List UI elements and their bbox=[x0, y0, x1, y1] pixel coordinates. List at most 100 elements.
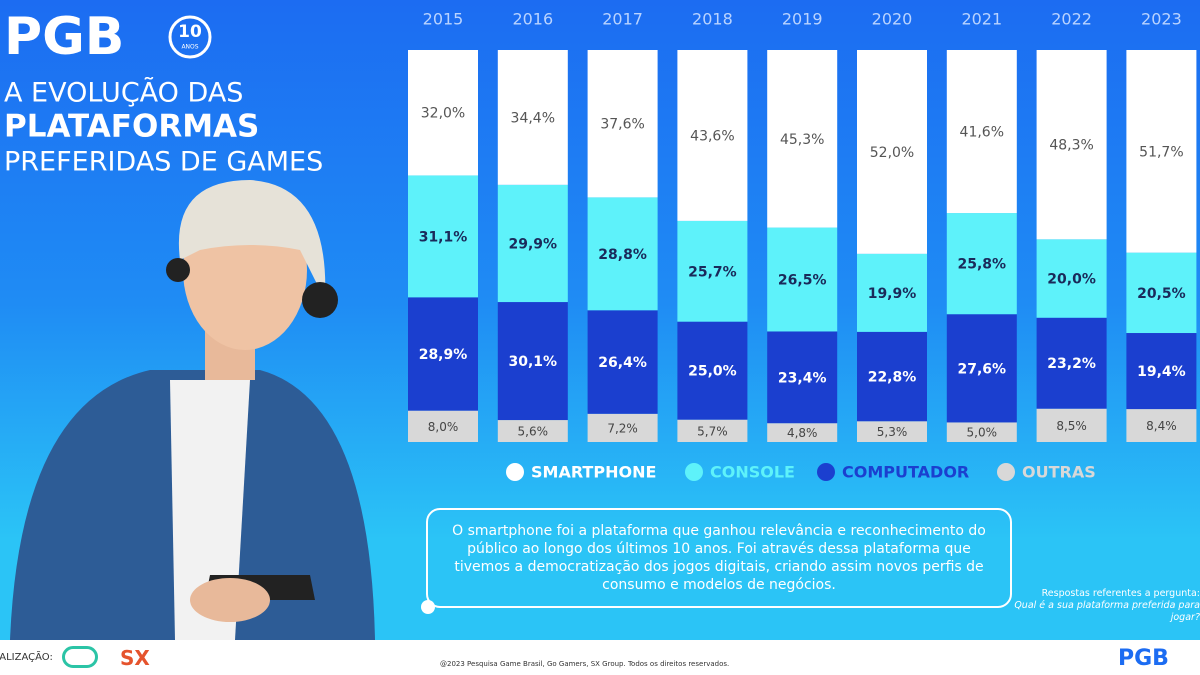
callout: O smartphone foi a plataforma que ganhou… bbox=[426, 508, 1012, 608]
bar-segment bbox=[497, 184, 568, 303]
badge-sub: ANOS bbox=[181, 44, 198, 51]
legend-swatch bbox=[685, 463, 703, 481]
value-label: 4,8% bbox=[787, 426, 818, 440]
x-tick-label: 2018 bbox=[692, 10, 733, 29]
bar-segment bbox=[677, 220, 748, 322]
badge-ring bbox=[168, 15, 212, 59]
bar-segment bbox=[677, 321, 748, 420]
bar-segment bbox=[857, 253, 927, 332]
callout-text: O smartphone foi a plataforma que ganhou… bbox=[452, 523, 986, 593]
bar-segment bbox=[497, 302, 568, 421]
x-tick-label: 2017 bbox=[602, 10, 643, 29]
bar-segment bbox=[1126, 252, 1197, 334]
value-label: 32,0% bbox=[421, 106, 465, 122]
value-label: 5,3% bbox=[877, 425, 908, 439]
bar-segment bbox=[587, 197, 658, 311]
bar-segment bbox=[587, 50, 658, 198]
bar-segment bbox=[946, 422, 1017, 442]
value-label: 28,8% bbox=[598, 247, 647, 263]
value-label: 7,2% bbox=[607, 421, 638, 435]
credit-label: REALIZAÇÃO: bbox=[0, 652, 53, 663]
value-label: 22,8% bbox=[868, 370, 917, 386]
value-label: 8,0% bbox=[428, 420, 459, 434]
bar-segment bbox=[946, 314, 1017, 423]
value-label: 19,4% bbox=[1137, 364, 1186, 380]
value-label: 26,4% bbox=[598, 355, 647, 371]
value-label: 26,5% bbox=[778, 273, 827, 289]
copyright: @2023 Pesquisa Game Brasil, Go Gamers, S… bbox=[440, 660, 730, 668]
bar-segment bbox=[767, 423, 838, 442]
bar-segment bbox=[857, 50, 927, 254]
value-label: 34,4% bbox=[511, 110, 555, 126]
bar-segment bbox=[497, 50, 568, 185]
x-tick-label: 2022 bbox=[1051, 10, 1092, 29]
value-label: 25,8% bbox=[958, 257, 1007, 273]
value-label: 8,5% bbox=[1056, 419, 1087, 433]
gogamers-logo bbox=[62, 646, 98, 668]
value-label: 5,7% bbox=[697, 424, 728, 438]
bar-segment bbox=[1036, 408, 1107, 442]
x-tick-label: 2020 bbox=[872, 10, 913, 29]
note: Respostas referentes a pergunta: Qual é … bbox=[1010, 588, 1200, 624]
bar-segment bbox=[1126, 333, 1197, 410]
bar-segment bbox=[1036, 50, 1107, 240]
value-label: 45,3% bbox=[780, 132, 824, 148]
value-label: 41,6% bbox=[960, 125, 1004, 141]
value-label: 25,7% bbox=[688, 264, 737, 280]
value-label: 23,4% bbox=[778, 370, 827, 386]
bar-segment bbox=[587, 413, 658, 442]
value-label: 43,6% bbox=[690, 128, 734, 144]
bar-segment bbox=[408, 50, 478, 176]
bar-segment bbox=[408, 297, 478, 411]
bar-segment bbox=[587, 310, 658, 414]
value-label: 28,9% bbox=[419, 347, 468, 363]
x-tick-label: 2016 bbox=[512, 10, 553, 29]
bar-segment bbox=[767, 227, 838, 332]
bar-segment bbox=[946, 213, 1017, 315]
value-label: 23,2% bbox=[1047, 356, 1096, 372]
legend-label: SMARTPHONE bbox=[531, 463, 656, 482]
bar-segment bbox=[408, 410, 478, 442]
value-label: 48,3% bbox=[1049, 138, 1093, 154]
x-tick-label: 2015 bbox=[423, 10, 464, 29]
title-line: PLATAFORMAS bbox=[4, 109, 259, 145]
value-label: 20,0% bbox=[1047, 272, 1096, 288]
value-label: 20,5% bbox=[1137, 286, 1186, 302]
legend-swatch bbox=[817, 463, 835, 481]
bar-segment bbox=[497, 420, 568, 442]
value-label: 5,6% bbox=[518, 425, 549, 439]
x-tick-label: 2019 bbox=[782, 10, 823, 29]
legend-swatch bbox=[506, 463, 524, 481]
value-label: 29,9% bbox=[509, 236, 558, 252]
bar-segment bbox=[1126, 409, 1197, 442]
bar-segment bbox=[946, 50, 1017, 214]
value-label: 19,9% bbox=[868, 286, 917, 302]
legend-label: OUTRAS bbox=[1022, 463, 1096, 482]
sx-logo: SX bbox=[120, 646, 150, 670]
value-label: 27,6% bbox=[958, 361, 1007, 377]
x-tick-label: 2023 bbox=[1141, 10, 1182, 29]
bar-segment bbox=[857, 421, 927, 442]
bar-segment bbox=[408, 175, 478, 298]
note-line: Qual é a sua plataforma preferida para j… bbox=[1014, 600, 1200, 623]
bar-segment bbox=[857, 331, 927, 422]
value-label: 37,6% bbox=[600, 117, 644, 133]
value-label: 51,7% bbox=[1139, 144, 1183, 160]
person bbox=[10, 180, 375, 640]
bar-segment bbox=[677, 419, 748, 442]
legend-label: CONSOLE bbox=[710, 463, 795, 482]
bar-segment bbox=[677, 50, 748, 221]
value-label: 31,1% bbox=[419, 229, 468, 245]
pgb-logo: PGB bbox=[1118, 646, 1169, 671]
legend-swatch bbox=[997, 463, 1015, 481]
bar-segment bbox=[1126, 50, 1197, 253]
value-label: 8,4% bbox=[1146, 419, 1177, 433]
note-line: Respostas referentes a pergunta: bbox=[1041, 588, 1200, 599]
title-line: PREFERIDAS DE GAMES bbox=[4, 147, 323, 178]
bar-segment bbox=[767, 331, 838, 424]
bar-segment bbox=[767, 50, 838, 228]
bar-segment bbox=[1036, 317, 1107, 409]
value-label: 25,0% bbox=[688, 364, 737, 380]
x-tick-label: 2021 bbox=[961, 10, 1002, 29]
